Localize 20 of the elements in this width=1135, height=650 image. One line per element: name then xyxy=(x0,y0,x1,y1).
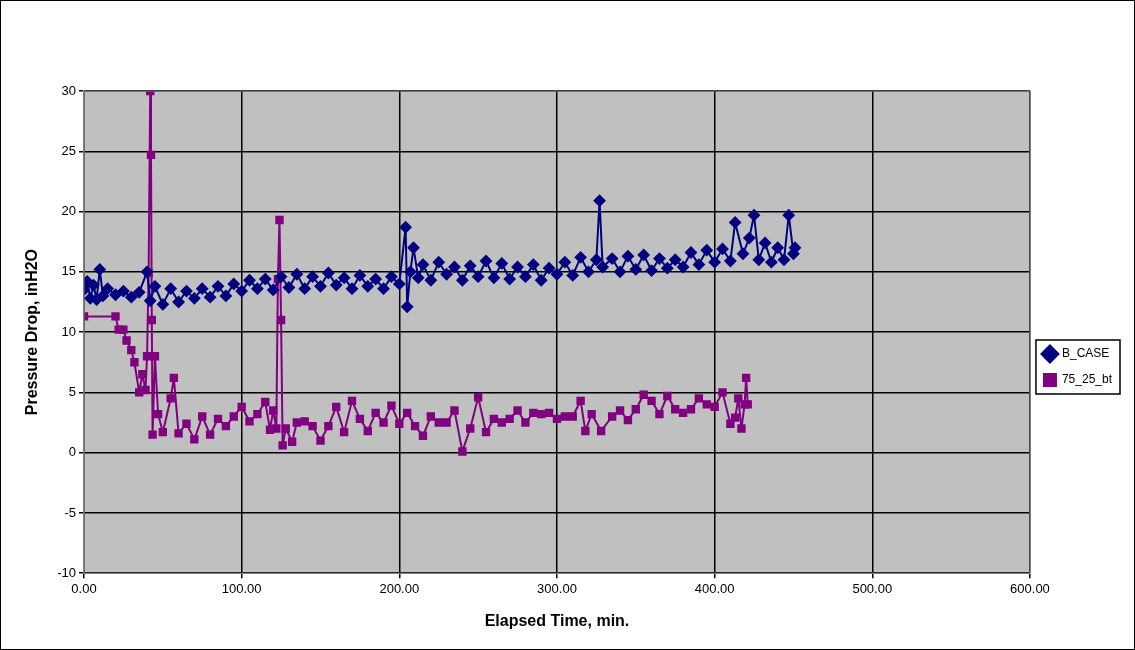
y-tick-label: 10 xyxy=(61,323,76,339)
x-tick-label: 100.00 xyxy=(221,580,262,596)
x-tick-label: 300.00 xyxy=(537,580,577,596)
y-tick-label: 30 xyxy=(61,82,76,98)
y-tick-label: -10 xyxy=(57,564,76,580)
x-axis-title: Elapsed Time, min. xyxy=(484,611,630,629)
y-axis-title: Pressure Drop, inH2O xyxy=(23,248,41,416)
y-tick-label: -5 xyxy=(64,504,76,520)
y-tick-label: 0 xyxy=(68,444,76,460)
x-tick-label: 0.00 xyxy=(71,580,97,596)
legend-label: B_CASE xyxy=(1061,346,1110,361)
legend-label: 75_25_bt xyxy=(1061,372,1113,387)
x-tick-label: 400.00 xyxy=(694,580,735,596)
y-tick-label: 20 xyxy=(61,203,76,219)
x-tick-label: 500.00 xyxy=(852,580,893,596)
y-tick-label: 5 xyxy=(68,383,76,399)
y-tick-label: 15 xyxy=(61,263,76,279)
y-tick-label: 25 xyxy=(61,142,76,158)
x-tick-label: 600.00 xyxy=(1010,580,1050,596)
x-tick-label: 200.00 xyxy=(379,580,420,596)
